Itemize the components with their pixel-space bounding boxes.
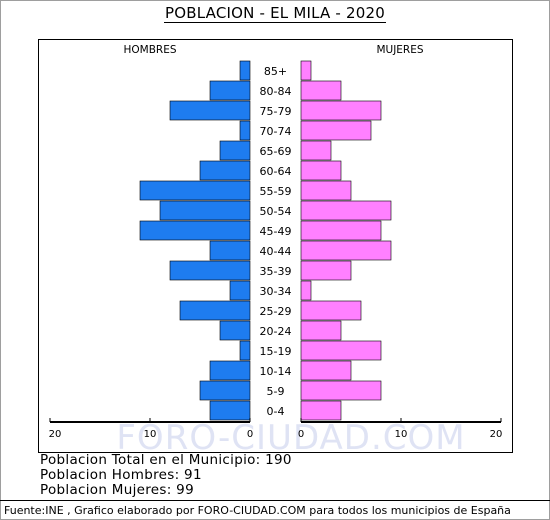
bar-men-30-34: [229, 280, 251, 301]
age-label-55-59: 55-59: [260, 185, 292, 198]
bar-men-70-74: [239, 120, 251, 141]
bar-men-10-14: [209, 360, 251, 381]
footer-divider: [0, 500, 550, 501]
bar-women-60-64: [300, 160, 342, 181]
watermark-text: FORO-CIUDAD.COM: [116, 418, 465, 452]
bar-women-35-39: [300, 260, 352, 281]
bar-men-45-49: [139, 220, 251, 241]
age-label-5-9: 5-9: [267, 385, 285, 398]
age-label-0-4: 0-4: [267, 405, 285, 418]
bar-men-35-39: [169, 260, 251, 281]
source-note: Fuente:INE , Grafico elaborado por FORO-…: [4, 504, 511, 517]
men-population-text: Poblacion Hombres: 91: [40, 467, 202, 483]
bar-women-5-9: [300, 380, 382, 401]
age-label-85+: 85+: [264, 65, 287, 78]
bar-women-75-79: [300, 100, 382, 121]
bar-women-45-49: [300, 220, 382, 241]
age-label-15-19: 15-19: [260, 345, 292, 358]
tick-label-men-0: 0: [247, 429, 253, 440]
chart-area: FORO-CIUDAD.COM HOMBRES MUJERES 85+ 80-84 75-…: [38, 39, 513, 453]
title-underline: [164, 22, 386, 23]
tick-label-men-10: 10: [144, 429, 157, 440]
bar-women-40-44: [300, 240, 392, 261]
tick-label-women-0: 0: [298, 429, 304, 440]
bar-men-0-4: [209, 400, 251, 421]
age-label-35-39: 35-39: [260, 265, 292, 278]
bar-women-15-19: [300, 340, 382, 361]
population-pyramid: FORO-CIUDAD.COM HOMBRES MUJERES 85+ 80-84 75-…: [49, 44, 503, 452]
bar-men-55-59: [139, 180, 251, 201]
bar-men-80-84: [209, 80, 251, 101]
bar-men-50-54: [159, 200, 251, 221]
age-label-20-24: 20-24: [260, 325, 292, 338]
bar-men-15-19: [239, 340, 251, 361]
bar-men-60-64: [199, 160, 251, 181]
tick-label-women-20: 20: [490, 429, 503, 440]
age-label-10-14: 10-14: [260, 365, 292, 378]
age-label-80-84: 80-84: [260, 85, 292, 98]
bar-women-0-4: [300, 400, 342, 421]
bar-women-55-59: [300, 180, 352, 201]
bar-women-65-69: [300, 140, 332, 161]
bar-women-30-34: [300, 280, 312, 301]
age-label-50-54: 50-54: [260, 205, 292, 218]
total-population-text: Poblacion Total en el Municipio: 190: [40, 452, 292, 468]
age-label-60-64: 60-64: [260, 165, 292, 178]
age-label-25-29: 25-29: [260, 305, 292, 318]
page-title: POBLACION - EL MILA - 2020: [165, 4, 385, 22]
bar-men-25-29: [179, 300, 251, 321]
age-label-65-69: 65-69: [260, 145, 292, 158]
bar-men-20-24: [219, 320, 251, 341]
legend-women: MUJERES: [376, 44, 423, 56]
bar-men-40-44: [209, 240, 251, 261]
women-population-text: Poblacion Mujeres: 99: [40, 482, 194, 498]
age-label-70-74: 70-74: [260, 125, 292, 138]
bar-women-80-84: [300, 80, 342, 101]
bar-women-25-29: [300, 300, 362, 321]
bar-men-5-9: [199, 380, 251, 401]
age-label-40-44: 40-44: [260, 245, 292, 258]
bar-women-10-14: [300, 360, 352, 381]
bar-women-85+: [300, 60, 312, 81]
bar-men-75-79: [169, 100, 251, 121]
bar-men-65-69: [219, 140, 251, 161]
bar-women-70-74: [300, 120, 372, 141]
age-label-30-34: 30-34: [260, 285, 292, 298]
bar-men-85+: [239, 60, 251, 81]
legend-men: HOMBRES: [123, 44, 176, 56]
age-label-75-79: 75-79: [260, 105, 292, 118]
tick-label-men-20: 20: [49, 429, 62, 440]
age-label-45-49: 45-49: [260, 225, 292, 238]
bar-women-50-54: [300, 200, 392, 221]
tick-label-women-10: 10: [395, 429, 408, 440]
bar-women-20-24: [300, 320, 342, 341]
